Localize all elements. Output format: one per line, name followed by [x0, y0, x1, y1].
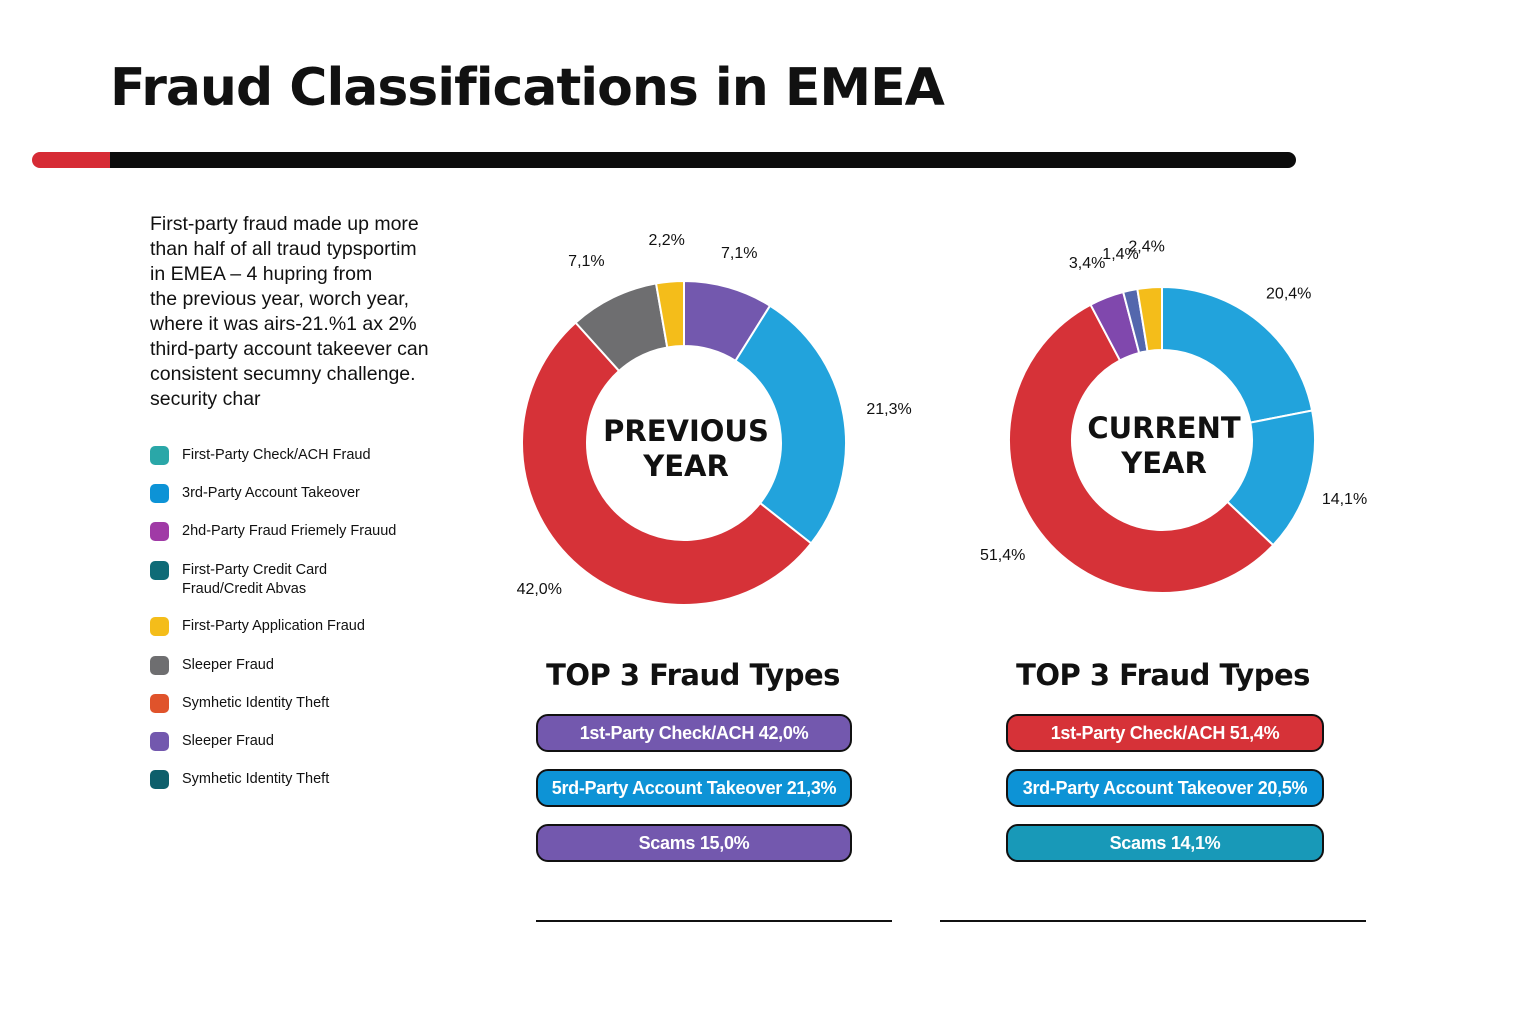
- slice-label: 51,4%: [980, 547, 1025, 564]
- intro-line: First-party fraud made up more: [150, 213, 419, 235]
- top3-pill-previous-1: 1st-Party Check/ACH 42,0%: [536, 714, 852, 752]
- intro-line: where it was airs-21.%1 ax 2%: [150, 313, 417, 335]
- top3-pill-previous-3: Scams 15,0%: [536, 824, 852, 862]
- legend-label: First-Party Check/ACH Fraud: [182, 447, 371, 463]
- donut-slice: [1161, 285, 1314, 424]
- slice-label: 2,2%: [648, 232, 684, 249]
- top3-pill-previous-2: 5rd-Party Account Takeover 21,3%: [536, 769, 852, 807]
- legend-label: Symhetic Identity Theft: [182, 771, 330, 787]
- divider-bar: [110, 152, 1296, 168]
- donut-center-label: PREVIOUS: [603, 414, 769, 448]
- legend-swatch: [150, 522, 169, 541]
- legend-label: Symhetic Identity Theft: [182, 695, 330, 711]
- legend-item: Symhetic Identity Theft: [150, 770, 440, 789]
- slice-label: 14,1%: [1322, 491, 1367, 508]
- legend-swatch: [150, 770, 169, 789]
- legend-item: Sleeper Fraud: [150, 732, 440, 751]
- legend-label: First-Party Credit Card Fraud/Credit Abv…: [182, 562, 328, 597]
- donut-slice: [1136, 285, 1163, 353]
- slice-label: 3,4%: [1069, 255, 1105, 272]
- legend-swatch: [150, 561, 169, 580]
- intro-line: than half of all traud typsportim: [150, 238, 417, 260]
- legend-swatch: [150, 446, 169, 465]
- slice-label: 42,0%: [517, 581, 562, 598]
- top3-title-previous: TOP 3 Fraud Types: [546, 658, 840, 692]
- divider-accent: [32, 152, 110, 168]
- legend-item: 2hd-Party Fraud Friemely Frauud: [150, 522, 440, 541]
- legend-swatch: [150, 732, 169, 751]
- legend-swatch: [150, 656, 169, 675]
- donut-slice: [734, 304, 847, 545]
- top3-pill-current-1: 1st-Party Check/ACH 51,4%: [1006, 714, 1324, 752]
- donut-slice: [1008, 303, 1275, 594]
- legend-item: First-Party Credit Card Fraud/Credit Abv…: [150, 561, 390, 599]
- legend-item: Symhetic Identity Theft: [150, 694, 440, 713]
- legend-label: Sleeper Fraud: [182, 657, 274, 673]
- legend-label: Sleeper Fraud: [182, 733, 274, 749]
- slice-label: 2,4%: [1128, 239, 1164, 256]
- legend-label: 3rd-Party Account Takeover: [182, 485, 360, 501]
- page-title: Fraud Classifications in EMEA: [110, 58, 945, 118]
- legend-swatch: [150, 484, 169, 503]
- legend-swatch: [150, 617, 169, 636]
- legend-label: 2hd-Party Fraud Friemely Frauud: [182, 523, 397, 539]
- top3-pill-current-2: 3rd-Party Account Takeover 20,5%: [1006, 769, 1324, 807]
- legend-item: First-Party Check/ACH Fraud: [150, 446, 440, 465]
- slice-label: 21,3%: [866, 401, 911, 418]
- donut-hole: [588, 347, 780, 539]
- donut-slice: [654, 279, 685, 349]
- slice-label: 1,4%: [1102, 246, 1138, 263]
- intro-line: the previous year, worch year,: [150, 288, 410, 310]
- legend-label: First-Party Application Fraud: [182, 618, 365, 634]
- slice-label: 20,4%: [1266, 285, 1311, 302]
- legend-item: 3rd-Party Account Takeover: [150, 484, 440, 503]
- legend-swatch: [150, 694, 169, 713]
- intro-line: third-party account takeever can: [150, 338, 429, 360]
- intro-line: consistent secumny challenge.: [150, 363, 416, 385]
- top3-title-current: TOP 3 Fraud Types: [1016, 658, 1310, 692]
- donut-center-label: YEAR: [1120, 446, 1207, 480]
- underline-current: [940, 920, 1366, 922]
- intro-line: security char: [150, 388, 261, 410]
- top3-pill-current-3: Scams 14,1%: [1006, 824, 1324, 862]
- donut-center-label: CURRENT: [1087, 411, 1241, 445]
- title-divider: [32, 152, 1296, 168]
- legend-item: Sleeper Fraud: [150, 656, 440, 675]
- legend-item: First-Party Application Fraud: [150, 617, 440, 636]
- donut-center-label: YEAR: [642, 449, 729, 483]
- slice-label: 7,1%: [721, 245, 757, 262]
- slice-label: 7,1%: [568, 253, 604, 270]
- intro-line: in EMEA – 4 hupring from: [150, 263, 373, 285]
- donut-slice: [521, 321, 813, 606]
- intro-text: First-party fraud made up more than half…: [150, 212, 450, 412]
- donut-hole: [1073, 351, 1251, 529]
- underline-previous: [536, 920, 892, 922]
